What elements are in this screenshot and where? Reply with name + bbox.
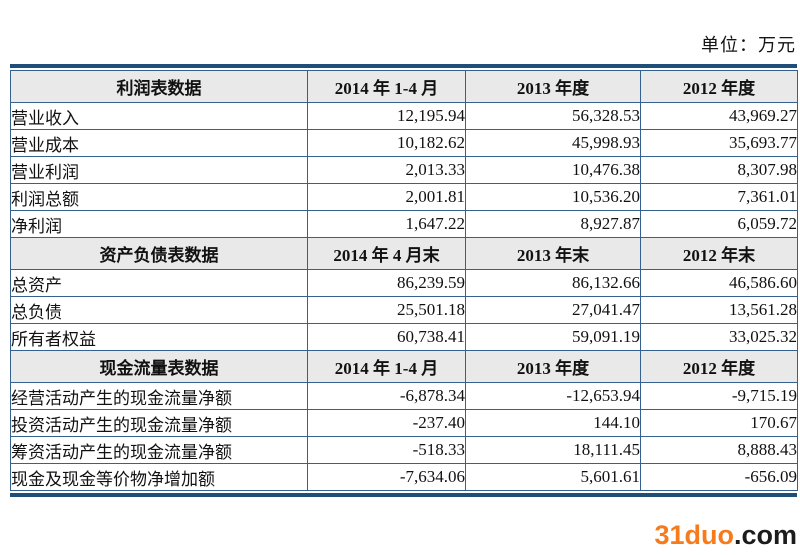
cell-value: 35,693.77 bbox=[640, 129, 798, 157]
cell-value: 43,969.27 bbox=[640, 102, 798, 130]
row-label: 现金及现金等价物净增加额 bbox=[10, 463, 308, 491]
table-row: 总资产 86,239.59 86,132.66 46,586.60 bbox=[10, 269, 798, 297]
watermark: 31duo.com bbox=[654, 522, 797, 549]
cell-value: 8,927.87 bbox=[465, 210, 641, 238]
section-title: 现金流量表数据 bbox=[10, 350, 308, 383]
cell-value: -237.40 bbox=[307, 409, 466, 437]
cell-value: 33,025.32 bbox=[640, 323, 798, 351]
cell-value: 8,888.43 bbox=[640, 436, 798, 464]
column-header: 2012 年度 bbox=[640, 350, 798, 383]
watermark-brand: 31duo bbox=[654, 520, 734, 550]
cell-value: 7,361.01 bbox=[640, 183, 798, 211]
row-label: 总负债 bbox=[10, 296, 308, 324]
cell-value: 45,998.93 bbox=[465, 129, 641, 157]
cell-value: 86,132.66 bbox=[465, 269, 641, 297]
cell-value: 60,738.41 bbox=[307, 323, 466, 351]
section-title: 资产负债表数据 bbox=[10, 237, 308, 270]
cell-value: 10,182.62 bbox=[307, 129, 466, 157]
table-row: 所有者权益 60,738.41 59,091.19 33,025.32 bbox=[10, 323, 798, 351]
cell-value: 6,059.72 bbox=[640, 210, 798, 238]
column-header: 2014 年 4 月末 bbox=[307, 237, 466, 270]
row-label: 营业成本 bbox=[10, 129, 308, 157]
cell-value: 10,476.38 bbox=[465, 156, 641, 184]
unit-label: 单位：万元 bbox=[701, 35, 796, 55]
cell-value: 2,001.81 bbox=[307, 183, 466, 211]
cell-value: 170.67 bbox=[640, 409, 798, 437]
row-label: 经营活动产生的现金流量净额 bbox=[10, 382, 308, 410]
column-header: 2012 年末 bbox=[640, 237, 798, 270]
cell-value: 1,647.22 bbox=[307, 210, 466, 238]
column-header: 2013 年末 bbox=[465, 237, 641, 270]
cell-value: -12,653.94 bbox=[465, 382, 641, 410]
watermark-suffix: .com bbox=[733, 520, 797, 550]
table-row: 营业成本 10,182.62 45,998.93 35,693.77 bbox=[10, 129, 798, 157]
section-title: 利润表数据 bbox=[10, 70, 308, 103]
cell-value: 27,041.47 bbox=[465, 296, 641, 324]
cell-value: 25,501.18 bbox=[307, 296, 466, 324]
cell-value: 59,091.19 bbox=[465, 323, 641, 351]
column-header: 2014 年 1-4 月 bbox=[307, 70, 466, 103]
row-label: 总资产 bbox=[10, 269, 308, 297]
cell-value: 8,307.98 bbox=[640, 156, 798, 184]
cell-value: -9,715.19 bbox=[640, 382, 798, 410]
section-header-balance: 资产负债表数据 2014 年 4 月末 2013 年末 2012 年末 bbox=[10, 237, 798, 270]
cell-value: -7,634.06 bbox=[307, 463, 466, 491]
table-row: 利润总额 2,001.81 10,536.20 7,361.01 bbox=[10, 183, 798, 211]
cell-value: 18,111.45 bbox=[465, 436, 641, 464]
table-row: 营业利润 2,013.33 10,476.38 8,307.98 bbox=[10, 156, 798, 184]
table-row: 投资活动产生的现金流量净额 -237.40 144.10 170.67 bbox=[10, 409, 798, 437]
financial-table: 利润表数据 2014 年 1-4 月 2013 年度 2012 年度 营业收入 … bbox=[10, 70, 798, 491]
row-label: 所有者权益 bbox=[10, 323, 308, 351]
table-row: 净利润 1,647.22 8,927.87 6,059.72 bbox=[10, 210, 798, 238]
section-header-cashflow: 现金流量表数据 2014 年 1-4 月 2013 年度 2012 年度 bbox=[10, 350, 798, 383]
cell-value: 10,536.20 bbox=[465, 183, 641, 211]
row-label: 利润总额 bbox=[10, 183, 308, 211]
section-header-income: 利润表数据 2014 年 1-4 月 2013 年度 2012 年度 bbox=[10, 70, 798, 103]
cell-value: -6,878.34 bbox=[307, 382, 466, 410]
cell-value: 56,328.53 bbox=[465, 102, 641, 130]
cell-value: 5,601.61 bbox=[465, 463, 641, 491]
cell-value: 86,239.59 bbox=[307, 269, 466, 297]
column-header: 2014 年 1-4 月 bbox=[307, 350, 466, 383]
cell-value: -518.33 bbox=[307, 436, 466, 464]
table-row: 营业收入 12,195.94 56,328.53 43,969.27 bbox=[10, 102, 798, 130]
cell-value: 2,013.33 bbox=[307, 156, 466, 184]
table-row: 总负债 25,501.18 27,041.47 13,561.28 bbox=[10, 296, 798, 324]
cell-value: 13,561.28 bbox=[640, 296, 798, 324]
cell-value: -656.09 bbox=[640, 463, 798, 491]
column-header: 2012 年度 bbox=[640, 70, 798, 103]
cell-value: 12,195.94 bbox=[307, 102, 466, 130]
cell-value: 144.10 bbox=[465, 409, 641, 437]
cell-value: 46,586.60 bbox=[640, 269, 798, 297]
row-label: 营业利润 bbox=[10, 156, 308, 184]
column-header: 2013 年度 bbox=[465, 350, 641, 383]
row-label: 筹资活动产生的现金流量净额 bbox=[10, 436, 308, 464]
financial-summary-table: 利润表数据 2014 年 1-4 月 2013 年度 2012 年度 营业收入 … bbox=[10, 64, 798, 497]
row-label: 净利润 bbox=[10, 210, 308, 238]
row-label: 投资活动产生的现金流量净额 bbox=[10, 409, 308, 437]
table-row: 筹资活动产生的现金流量净额 -518.33 18,111.45 8,888.43 bbox=[10, 436, 798, 464]
row-label: 营业收入 bbox=[10, 102, 308, 130]
table-row: 现金及现金等价物净增加额 -7,634.06 5,601.61 -656.09 bbox=[10, 463, 798, 491]
table-row: 经营活动产生的现金流量净额 -6,878.34 -12,653.94 -9,71… bbox=[10, 382, 798, 410]
column-header: 2013 年度 bbox=[465, 70, 641, 103]
